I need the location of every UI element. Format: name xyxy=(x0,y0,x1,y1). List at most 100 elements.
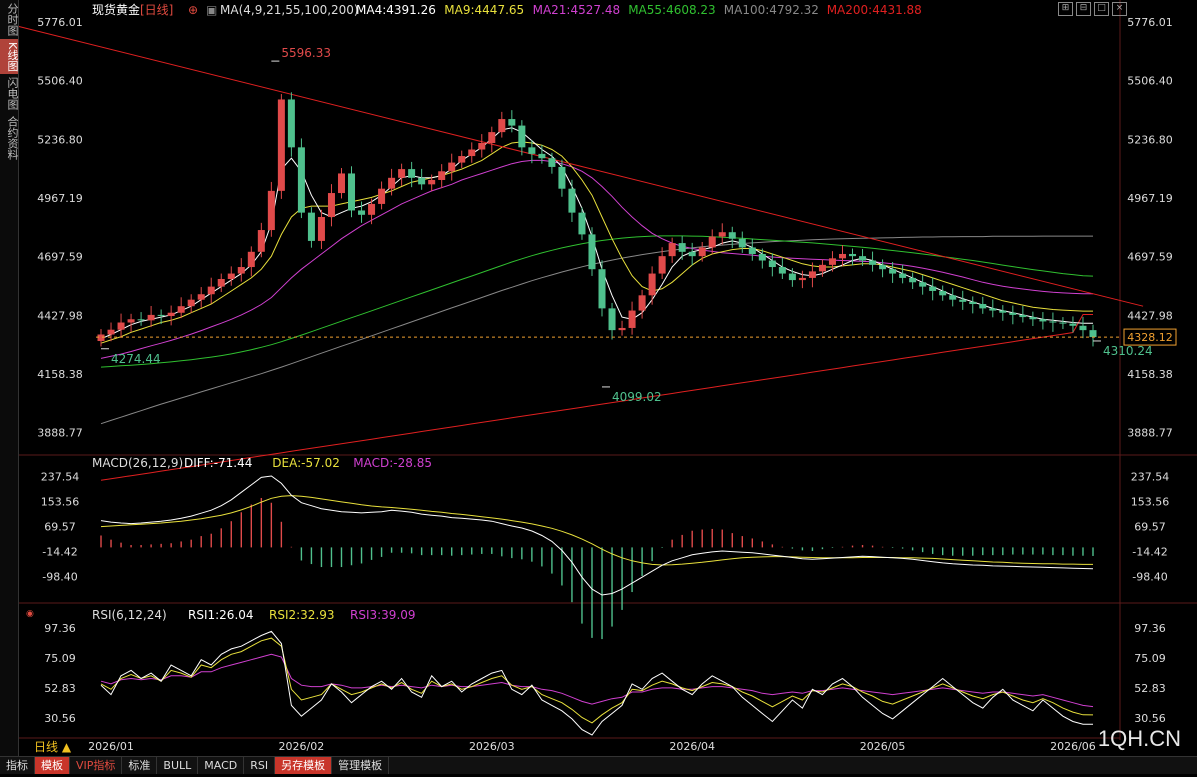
candle-body xyxy=(688,251,696,257)
tab-vip-indicator[interactable]: VIP指标 xyxy=(70,757,123,774)
candle-body xyxy=(157,314,165,316)
tab-macd[interactable]: MACD xyxy=(198,757,245,774)
trendline-resistance xyxy=(0,21,1144,307)
rsi-ytick-right: 52.83 xyxy=(1134,682,1166,695)
candle-body xyxy=(849,253,857,257)
main-ytick-left: 5236.80 xyxy=(37,133,83,146)
x-date-label: 2026/05 xyxy=(860,740,906,753)
main-ytick-left: 4158.38 xyxy=(37,368,83,381)
candle-body xyxy=(508,119,516,126)
candle-body xyxy=(177,306,185,313)
tab-save-template[interactable]: 另存模板 xyxy=(275,757,333,774)
candle-body xyxy=(788,273,796,281)
candle-body xyxy=(1079,325,1087,331)
candle-body xyxy=(388,177,396,189)
macd-ytick-left: -14.42 xyxy=(42,546,77,559)
tab-indicator[interactable]: 指标 xyxy=(0,757,35,774)
grid-icon[interactable]: ⊟ xyxy=(1076,2,1091,16)
crosshair-icon[interactable]: ⊞ xyxy=(1058,2,1073,16)
candle-body xyxy=(618,327,626,331)
rsi-header: RSI(6,12,24) xyxy=(92,608,167,622)
candle-body xyxy=(638,295,646,311)
candle-body xyxy=(838,253,846,259)
tab-template[interactable]: 模板 xyxy=(35,757,70,774)
candle-body xyxy=(498,119,506,133)
main-ytick-left: 4427.98 xyxy=(37,309,83,322)
macd-dea-line xyxy=(100,495,1093,566)
tab-rsi[interactable]: RSI xyxy=(244,757,276,774)
macd-ytick-right: -98.40 xyxy=(1132,571,1167,584)
candle-body xyxy=(718,232,726,237)
macd-ytick-left: -98.40 xyxy=(42,571,77,584)
price-annotation: 4310.24 xyxy=(1103,344,1153,358)
tab-manage-template[interactable]: 管理模板 xyxy=(332,757,390,774)
candle-body xyxy=(528,147,536,154)
side-tab-timeshare[interactable]: 分时图 xyxy=(6,3,19,36)
candle-body xyxy=(147,314,155,321)
candle-body xyxy=(698,247,706,257)
candle-body xyxy=(748,247,756,254)
candle-body xyxy=(879,264,887,270)
candle-body xyxy=(758,253,766,261)
candle-body xyxy=(548,158,556,167)
ma-line-ma100 xyxy=(100,235,1093,425)
main-ytick-right: 5776.01 xyxy=(1127,16,1173,29)
main-ytick-right: 4427.98 xyxy=(1127,309,1173,322)
settings-icon: ⊕ xyxy=(188,3,198,17)
candle-body xyxy=(598,269,606,309)
rsi-settings-icon: ◉ xyxy=(26,609,34,619)
macd-ytick-left: 153.56 xyxy=(41,496,80,509)
instrument-title: 现货黄金 xyxy=(92,2,140,17)
candle-body xyxy=(97,334,105,342)
candle-body xyxy=(488,132,496,143)
main-ytick-right: 4967.19 xyxy=(1127,192,1173,205)
candle-body xyxy=(538,153,546,159)
candle-body xyxy=(358,210,366,215)
rsi-ytick-right: 97.36 xyxy=(1134,622,1166,635)
side-tab-flash[interactable]: 闪电图 xyxy=(6,77,19,111)
candle-body xyxy=(518,125,526,148)
main-ytick-left: 3888.77 xyxy=(37,427,83,440)
macd-header: MACD(26,12,9) xyxy=(92,456,183,470)
tab-bull[interactable]: BULL xyxy=(157,757,199,774)
close-icon[interactable]: × xyxy=(1112,2,1127,16)
candle-body xyxy=(1009,312,1017,315)
macd-ytick-right: -14.42 xyxy=(1132,546,1167,559)
candle-body xyxy=(287,99,295,148)
candle-body xyxy=(628,310,636,328)
candle-body xyxy=(678,243,686,252)
period-label[interactable]: 日线 ▲ xyxy=(34,740,72,754)
main-ytick-left: 4967.19 xyxy=(37,192,83,205)
side-tabs: 分时图 K线图 闪电图 合约资料 xyxy=(0,0,19,774)
candle-body xyxy=(337,173,345,194)
side-tab-kline[interactable]: K线图 xyxy=(0,39,19,75)
side-tab-contract-info[interactable]: 合约资料 xyxy=(6,116,19,161)
candle-body xyxy=(919,282,927,287)
candle-body xyxy=(909,277,917,283)
rsi-ytick-right: 30.56 xyxy=(1134,712,1166,725)
x-date-label: 2026/06 xyxy=(1050,740,1096,753)
candle-body xyxy=(1039,319,1047,322)
candle-body xyxy=(408,169,416,178)
candle-body xyxy=(588,234,596,270)
candle-body xyxy=(778,267,786,274)
maximize-icon[interactable]: □ xyxy=(1094,2,1109,16)
main-ytick-right: 5236.80 xyxy=(1127,133,1173,146)
ma-value-ma55: MA55:4608.23 xyxy=(628,3,716,17)
candle-body xyxy=(859,256,867,261)
ma-header: MA(4,9,21,55,100,200) xyxy=(220,3,359,17)
candle-body xyxy=(277,99,285,191)
price-annotation: 4099.02 xyxy=(612,390,662,404)
rsi-ytick-left: 75.09 xyxy=(44,652,76,665)
macd-ytick-right: 237.54 xyxy=(1131,471,1170,484)
candle-body xyxy=(468,149,476,157)
candle-body xyxy=(979,304,987,309)
candle-body xyxy=(798,277,806,281)
candle-body xyxy=(738,238,746,248)
ma-value-ma9: MA9:4447.65 xyxy=(444,3,524,17)
candle-body xyxy=(668,243,676,257)
tab-standard[interactable]: 标准 xyxy=(122,757,158,774)
macd-ytick-right: 69.57 xyxy=(1134,521,1166,534)
candle-body xyxy=(728,232,736,239)
candle-body xyxy=(438,171,446,180)
